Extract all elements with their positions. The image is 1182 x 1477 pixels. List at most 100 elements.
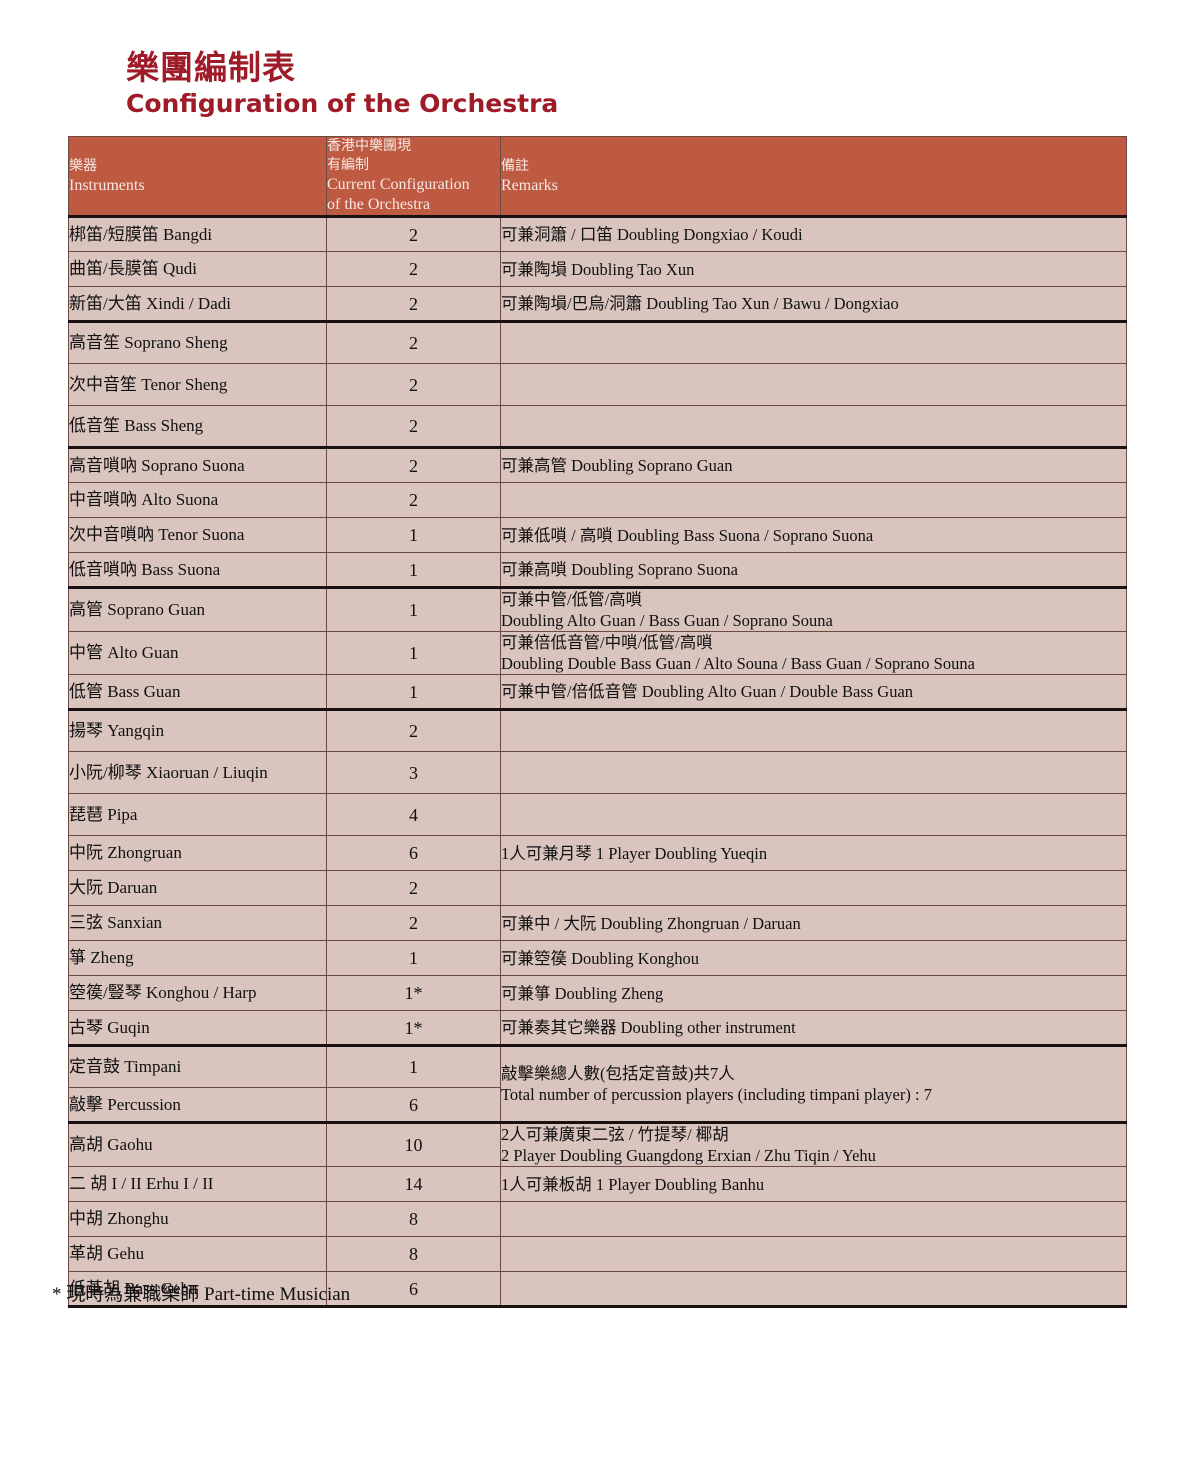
cell-instrument: 小阮/柳琴 Xiaoruan / Liuqin bbox=[68, 751, 327, 794]
remarks-line: 1人可兼月琴 1 Player Doubling Yueqin bbox=[501, 843, 768, 863]
cell-remarks bbox=[500, 793, 1127, 836]
page-title: 樂團編制表 Configuration of the Orchestra bbox=[126, 48, 558, 120]
cell-count: 1 bbox=[326, 552, 501, 588]
cell-remarks: 可兼低嗩 / 高嗩 Doubling Bass Suona / Soprano … bbox=[500, 517, 1127, 553]
remarks-line: 1人可兼板胡 1 Player Doubling Banhu bbox=[501, 1174, 765, 1194]
cell-remarks: 2人可兼廣東二弦 / 竹提琴/ 椰胡 2 Player Doubling Guan… bbox=[500, 1121, 1127, 1167]
cell-instrument: 箏 Zheng bbox=[68, 940, 327, 976]
table-row: 二 胡 I / II Erhu I / II 14 1人可兼板胡 1 Player … bbox=[68, 1166, 1127, 1202]
cell-instrument: 低音嗩吶 Bass Suona bbox=[68, 552, 327, 588]
remarks-line: 可兼奏其它樂器 Doubling other instrument bbox=[501, 1018, 796, 1037]
cell-count: 1 bbox=[326, 586, 501, 632]
cell-count: 2 bbox=[326, 482, 501, 518]
remarks-line: 可兼箜篌 Doubling Konghou bbox=[501, 948, 699, 968]
remarks-line: 可兼陶塤 Doubling Tao Xun bbox=[501, 259, 695, 279]
cell-remarks bbox=[500, 1271, 1127, 1308]
remarks-line: Doubling Double Bass Guan / Alto Souna /… bbox=[501, 654, 975, 673]
table-row: 箜篌/豎琴 Konghou / Harp 1* 可兼箏 Doubling Zheng bbox=[68, 975, 1127, 1011]
cell-count: 10 bbox=[326, 1121, 501, 1167]
cell-remarks: 可兼陶塤/巴烏/洞簫 Doubling Tao Xun / Bawu / Don… bbox=[500, 286, 1127, 322]
cell-remarks: 可兼高管 Doubling Soprano Guan bbox=[500, 446, 1127, 483]
table-row: 大阮 Daruan 2 bbox=[68, 870, 1127, 906]
configuration-table-wrapper: 樂器 Instruments 香港中樂團現 有編制 Current Config… bbox=[68, 136, 1127, 1308]
page-title-english: Configuration of the Orchestra bbox=[126, 89, 559, 118]
cell-instrument: 定音鼓 Timpani bbox=[68, 1044, 327, 1088]
table-row: 高管 Soprano Guan 1 可兼中管/低管/高嗩 Doubling Alto … bbox=[68, 586, 1127, 632]
cell-instrument: 中音嗩吶 Alto Suona bbox=[68, 482, 327, 518]
table-row: 低音嗩吶 Bass Suona 1 可兼高嗩 Doubling Soprano Su… bbox=[68, 552, 1127, 588]
footnote: * 現時為兼職樂師 Part-time Musician bbox=[52, 1284, 351, 1305]
table-body: 梆笛/短膜笛 Bangdi 2 可兼洞簫 / 口笛 Doubling Dongxia… bbox=[68, 215, 1127, 1308]
cell-instrument: 高音笙 Soprano Sheng bbox=[68, 320, 327, 364]
table-row: 新笛/大笛 Xindi / Dadi 2 可兼陶塤/巴烏/洞簫 Doubling T… bbox=[68, 286, 1127, 322]
cell-count: 2 bbox=[326, 320, 501, 364]
cell-instrument: 低革胡 Bass Gehu bbox=[68, 1271, 327, 1308]
remarks-line: 2人可兼廣東二弦 / 竹提琴/ 椰胡 bbox=[501, 1125, 729, 1144]
column-header-current-configuration: 香港中樂團現 有編制 Current Configuration of the … bbox=[326, 136, 501, 217]
remarks-line: Doubling Alto Guan / Bass Guan / Soprano… bbox=[501, 611, 833, 630]
cell-remarks: 1人可兼月琴 1 Player Doubling Yueqin bbox=[500, 835, 1127, 871]
remarks-line: 可兼箏 Doubling Zheng bbox=[501, 983, 664, 1003]
cell-count: 1* bbox=[326, 1010, 501, 1046]
column-header-config-chinese-line1: 香港中樂團現 bbox=[327, 138, 411, 154]
cell-remarks: 可兼中 / 大阮 Doubling Zhongruan / Daruan bbox=[500, 905, 1127, 941]
column-header-remarks: 備註 Remarks bbox=[500, 136, 1127, 217]
cell-count: 2 bbox=[326, 405, 501, 448]
cell-instrument: 箜篌/豎琴 Konghou / Harp bbox=[68, 975, 327, 1011]
cell-instrument: 中胡 Zhonghu bbox=[68, 1201, 327, 1237]
cell-count: 1 bbox=[326, 631, 501, 675]
table-header: 樂器 Instruments 香港中樂團現 有編制 Current Config… bbox=[68, 136, 1127, 217]
cell-count: 1 bbox=[326, 517, 501, 553]
table-row: 次中音嗩吶 Tenor Suona 1 可兼低嗩 / 高嗩 Doubling Bas… bbox=[68, 517, 1127, 553]
remarks-line: 可兼中管/倍低音管 Doubling Alto Guan / Double Ba… bbox=[501, 682, 914, 701]
column-header-remarks-english: Remarks bbox=[501, 176, 558, 194]
column-header-instruments: 樂器 Instruments bbox=[68, 136, 327, 217]
cell-instrument: 革胡 Gehu bbox=[68, 1236, 327, 1272]
cell-count: 3 bbox=[326, 751, 501, 794]
column-header-config-english-line2: of the Orchestra bbox=[327, 196, 431, 213]
remarks-line: 可兼低嗩 / 高嗩 Doubling Bass Suona / Soprano … bbox=[501, 525, 874, 545]
table-row: 低革胡 Bass Gehu 6 bbox=[68, 1271, 1127, 1308]
column-header-remarks-chinese: 備註 bbox=[501, 157, 529, 174]
table-row: 梆笛/短膜笛 Bangdi 2 可兼洞簫 / 口笛 Doubling Dongxia… bbox=[68, 215, 1127, 252]
column-header-config-chinese-line2: 有編制 bbox=[327, 157, 369, 173]
cell-remarks bbox=[500, 320, 1127, 364]
cell-remarks bbox=[500, 708, 1127, 752]
table-row: 革胡 Gehu 8 bbox=[68, 1236, 1127, 1272]
table-row: 定音鼓 Timpani 1 敲擊樂總人數(包括定音鼓)共7人 Total number… bbox=[68, 1044, 1127, 1123]
table-row: 中音嗩吶 Alto Suona 2 bbox=[68, 482, 1127, 518]
table-row: 曲笛/長膜笛 Qudi 2 可兼陶塤 Doubling Tao Xun bbox=[68, 251, 1127, 287]
table-row: 揚琴 Yangqin 2 bbox=[68, 708, 1127, 752]
cell-instrument: 新笛/大笛 Xindi / Dadi bbox=[68, 286, 327, 322]
cell-instrument: 三弦 Sanxian bbox=[68, 905, 327, 941]
cell-instrument: 高胡 Gaohu bbox=[68, 1121, 327, 1167]
cell-count: 1* bbox=[326, 975, 501, 1011]
cell-count: 2 bbox=[326, 905, 501, 941]
cell-instrument: 低管 Bass Guan bbox=[68, 674, 327, 710]
cell-count: 6 bbox=[326, 835, 501, 871]
cell-remarks: 可兼中管/倍低音管 Doubling Alto Guan / Double Ba… bbox=[500, 674, 1127, 710]
cell-count: 2 bbox=[326, 215, 501, 252]
cell-count: 1 bbox=[326, 1044, 501, 1088]
cell-remarks: 1人可兼板胡 1 Player Doubling Banhu bbox=[500, 1166, 1127, 1202]
page-title-chinese: 樂團編制表 bbox=[126, 48, 296, 87]
cell-instrument: 揚琴 Yangqin bbox=[68, 708, 327, 752]
cell-count: 1 bbox=[326, 674, 501, 710]
cell-instrument: 曲笛/長膜笛 Qudi bbox=[68, 251, 327, 287]
cell-instrument: 中阮 Zhongruan bbox=[68, 835, 327, 871]
remarks-line: 可兼陶塤/巴烏/洞簫 Doubling Tao Xun / Bawu / Don… bbox=[501, 294, 899, 313]
remarks-line: 可兼洞簫 / 口笛 Doubling Dongxiao / Koudi bbox=[501, 225, 803, 244]
table-header-row: 樂器 Instruments 香港中樂團現 有編制 Current Config… bbox=[68, 136, 1127, 217]
cell-remarks bbox=[500, 482, 1127, 518]
configuration-table: 樂器 Instruments 香港中樂團現 有編制 Current Config… bbox=[68, 136, 1127, 1308]
cell-instrument: 次中音嗩吶 Tenor Suona bbox=[68, 517, 327, 553]
cell-instrument: 次中音笙 Tenor Sheng bbox=[68, 363, 327, 406]
table-row: 次中音笙 Tenor Sheng 2 bbox=[68, 363, 1127, 406]
remarks-line: 可兼中 / 大阮 Doubling Zhongruan / Daruan bbox=[501, 913, 801, 933]
table-row: 古琴 Guqin 1* 可兼奏其它樂器 Doubling other instrum… bbox=[68, 1010, 1127, 1046]
cell-count: 2 bbox=[326, 363, 501, 406]
cell-count: 8 bbox=[326, 1236, 501, 1272]
table-row: 三弦 Sanxian 2 可兼中 / 大阮 Doubling Zhongruan /… bbox=[68, 905, 1127, 941]
cell-remarks bbox=[500, 751, 1127, 794]
